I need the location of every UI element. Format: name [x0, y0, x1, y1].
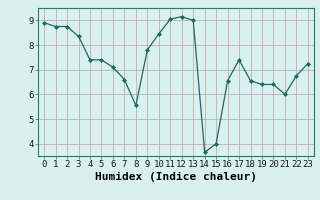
X-axis label: Humidex (Indice chaleur): Humidex (Indice chaleur): [95, 172, 257, 182]
